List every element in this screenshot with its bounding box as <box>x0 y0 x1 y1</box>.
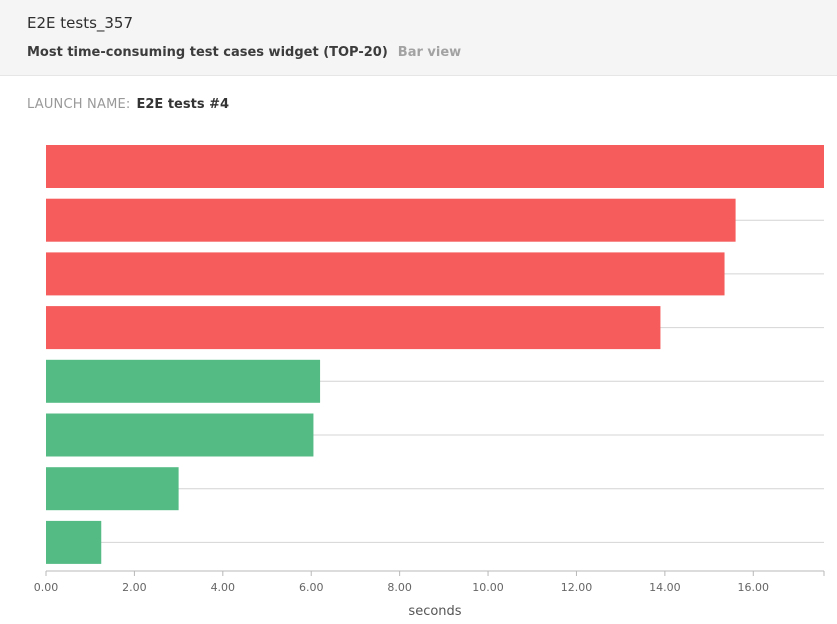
bars <box>46 145 824 564</box>
x-axis: 0.00 2.00 4.00 6.00 8.00 10.00 12.00 14.00 16.00… <box>34 570 825 619</box>
x-tick-label: 0.00 <box>34 581 59 594</box>
x-tick-label: 4.00 <box>211 581 236 594</box>
bar-failed[interactable] <box>46 145 824 188</box>
bar-passed[interactable] <box>46 359 321 403</box>
bar-failed[interactable] <box>46 252 725 296</box>
x-tick-label: 12.00 <box>561 581 593 594</box>
bar-failed[interactable] <box>46 306 661 350</box>
bar-passed[interactable] <box>46 467 179 511</box>
widget-subtitle: Most time-consuming test cases widget (T… <box>27 45 461 60</box>
x-tick-label: 6.00 <box>299 581 324 594</box>
x-tick-label: 14.00 <box>649 581 681 594</box>
bar-passed[interactable] <box>46 413 314 457</box>
widget-description: Most time-consuming test cases widget (T… <box>27 45 388 60</box>
widget-title: E2E tests_357 <box>27 14 134 32</box>
x-axis-title: seconds <box>408 604 461 619</box>
launch-name-value: E2E tests #4 <box>136 97 230 112</box>
x-tick-label: 2.00 <box>122 581 147 594</box>
launch-name-label: LAUNCH NAME: <box>27 97 131 112</box>
x-tick-label: 8.00 <box>387 581 412 594</box>
view-mode-label: Bar view <box>397 45 462 60</box>
widget-header: E2E tests_357 Most time-consuming test c… <box>0 0 837 76</box>
x-tick-label: 10.00 <box>472 581 504 594</box>
launch-name: LAUNCH NAME: E2E tests #4 <box>27 97 229 112</box>
bar-failed[interactable] <box>46 198 736 242</box>
bar-passed[interactable] <box>46 520 102 564</box>
x-tick-label: 16.00 <box>738 581 770 594</box>
